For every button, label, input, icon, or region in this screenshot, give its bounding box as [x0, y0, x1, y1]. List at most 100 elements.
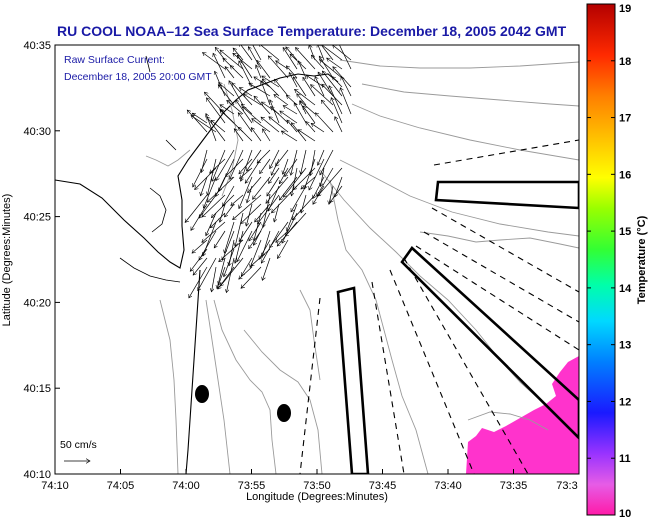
current-vector: [239, 266, 253, 279]
current-vector: [297, 94, 307, 106]
current-vector: [295, 89, 316, 106]
current-vector: [292, 167, 298, 196]
colorbar-tick-label: 13: [619, 340, 631, 352]
current-vector: [269, 117, 289, 133]
current-vector: [317, 167, 334, 196]
current-vector: [248, 176, 262, 193]
current-vector: [269, 167, 280, 183]
current-vector: [309, 45, 316, 61]
current-vector: [279, 167, 289, 184]
current-vector: [237, 230, 253, 262]
current-vector: [268, 56, 289, 79]
current-vector: [219, 239, 244, 262]
current-vector: [286, 95, 298, 106]
current-vector: [202, 194, 226, 217]
current-vector: [241, 266, 262, 288]
current-vector: [333, 45, 352, 61]
current-vector: [262, 230, 271, 257]
current-vector: [239, 61, 253, 88]
current-vector: [262, 79, 280, 97]
current-vector: [193, 257, 208, 275]
current-vector: [233, 194, 262, 220]
y-tick-label: 40:35: [23, 40, 51, 52]
current-vector: [239, 45, 253, 61]
current-vector: [195, 167, 217, 190]
current-vector: [301, 149, 307, 174]
current-vector: [233, 53, 253, 70]
current-vector: [340, 88, 352, 115]
current-vector: [236, 100, 253, 124]
current-vector: [238, 113, 253, 133]
y-tick-label: 40:30: [23, 126, 51, 138]
current-vector: [321, 100, 334, 115]
current-vector: [245, 158, 262, 183]
current-vector: [322, 84, 343, 106]
current-vector: [274, 203, 280, 222]
current-vector: [244, 93, 262, 106]
colorbar-ticks: 19 18 17 16 15 14 13 12 11 10: [587, 3, 632, 519]
current-vector: [304, 158, 316, 189]
colorbar-tick-label: 17: [619, 113, 631, 125]
current-vector: [252, 119, 271, 133]
current-vector: [298, 61, 307, 79]
current-vector: [185, 194, 208, 223]
current-vector: [335, 176, 343, 197]
current-vector: [261, 230, 280, 263]
current-vector: [224, 221, 235, 253]
current-vector: [204, 176, 217, 208]
current-vector: [257, 60, 271, 79]
current-vector: [262, 129, 271, 142]
current-vector: [240, 167, 253, 179]
legend-line-1: Raw Surface Current:: [64, 54, 165, 66]
current-vector: [202, 221, 226, 242]
current-vector: [248, 221, 262, 241]
current-vector: [292, 194, 316, 220]
current-vector: [239, 158, 253, 174]
colorbar-tick-label: 11: [619, 453, 631, 465]
current-vector: [332, 77, 343, 88]
current-vector: [303, 77, 316, 97]
current-vector: [330, 185, 343, 202]
current-vector: [207, 117, 226, 142]
current-vector: [232, 83, 253, 106]
x-tick-label: 74:10: [41, 480, 69, 492]
current-vector: [315, 77, 325, 97]
current-vector: [201, 176, 208, 196]
current-vector: [226, 257, 235, 293]
current-vector: [203, 53, 226, 70]
current-vector: [286, 47, 298, 61]
current-vector: [277, 221, 298, 246]
current-vector: [219, 83, 235, 97]
colorbar-tick-label: 15: [619, 226, 631, 238]
current-vector: [206, 98, 226, 124]
current-vector: [254, 212, 262, 241]
current-vector: [320, 149, 334, 175]
current-vector: [291, 149, 298, 175]
current-vector: [270, 221, 289, 248]
current-vector: [220, 50, 244, 70]
current-vector: [263, 194, 271, 228]
current-vector: [272, 185, 298, 213]
current-vector: [318, 167, 343, 196]
current-vector: [262, 75, 280, 88]
current-vector: [282, 212, 298, 243]
current-vector: [198, 257, 217, 291]
current-vector: [321, 167, 325, 187]
colorbar-tick-label: 16: [619, 169, 631, 181]
current-vector: [220, 105, 235, 115]
current-vector: [206, 212, 217, 236]
current-vector: [301, 194, 307, 213]
current-vector: [271, 107, 289, 124]
x-tick-label: 73:50: [303, 480, 331, 492]
current-vector: [283, 167, 307, 197]
current-vector: [240, 257, 253, 276]
current-vector: [329, 185, 334, 204]
current-vector: [257, 194, 280, 224]
current-vector: [291, 185, 307, 212]
current-vector: [213, 230, 226, 248]
current-vector: [239, 176, 253, 209]
colorbar-tick-label: 19: [619, 3, 631, 15]
current-vector: [311, 123, 325, 133]
transect-outlines: [336, 180, 579, 474]
